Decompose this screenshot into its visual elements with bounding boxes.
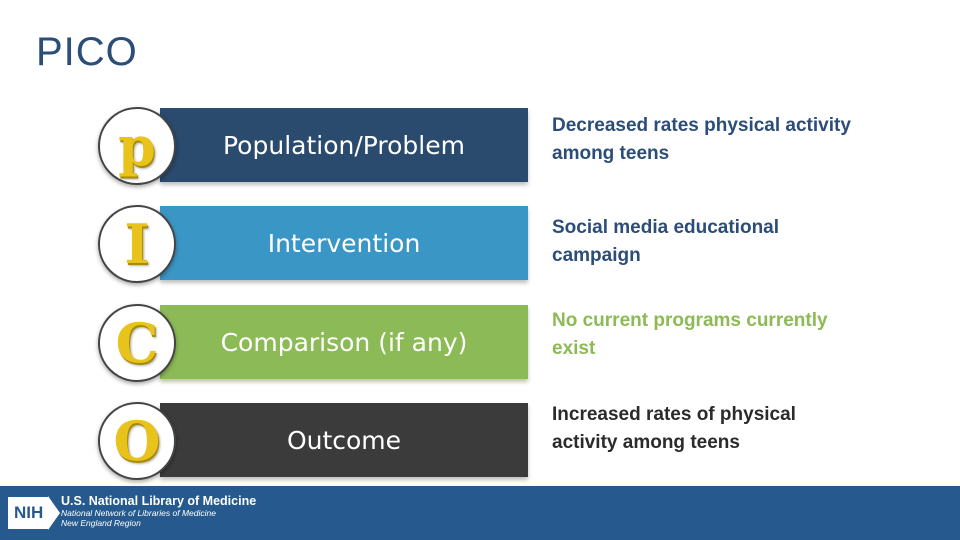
comparison-label: Comparison (if any) bbox=[220, 327, 468, 357]
letter-i: I bbox=[124, 212, 150, 276]
outcome-band: Outcome bbox=[160, 403, 528, 477]
nih-logo-text: NIH bbox=[8, 497, 49, 529]
intervention-description: Social media educational campaign bbox=[552, 217, 780, 266]
intervention-band: Intervention bbox=[160, 206, 528, 280]
population-label: Population/Problem bbox=[223, 130, 465, 160]
nih-arrow-icon bbox=[48, 496, 61, 530]
comparison-band: Comparison (if any) bbox=[160, 305, 528, 379]
network-name: National Network of Libraries of Medicin… bbox=[61, 508, 216, 518]
letter-o-badge: O bbox=[98, 402, 176, 480]
pico-row-outcome: O Outcome bbox=[96, 401, 536, 481]
library-name-block: U.S. National Library of Medicine Nation… bbox=[61, 494, 256, 528]
letter-p: p bbox=[118, 114, 156, 178]
pico-row-intervention: I Intervention bbox=[96, 204, 536, 284]
slide-title: PICO bbox=[36, 30, 138, 74]
outcome-description: Increased rates of physical activity amo… bbox=[552, 404, 796, 453]
letter-o: O bbox=[113, 409, 161, 473]
footer-bar: NIH U.S. National Library of Medicine Na… bbox=[0, 486, 960, 540]
intervention-label: Intervention bbox=[267, 228, 421, 258]
nih-logo: NIH bbox=[8, 494, 61, 532]
region-name: New England Region bbox=[61, 518, 141, 528]
population-band: Population/Problem bbox=[160, 108, 528, 182]
comparison-description: No current programs currently exist bbox=[552, 310, 828, 359]
outcome-label: Outcome bbox=[286, 425, 402, 455]
pico-row-population: p Population/Problem bbox=[96, 106, 536, 186]
letter-c-badge: C bbox=[98, 304, 176, 382]
pico-row-comparison: C Comparison (if any) bbox=[96, 303, 536, 383]
letter-i-badge: I bbox=[98, 205, 176, 283]
library-name: U.S. National Library of Medicine bbox=[61, 494, 257, 508]
population-description: Decreased rates physical activity among … bbox=[552, 115, 851, 164]
letter-p-badge: p bbox=[98, 107, 176, 185]
letter-c: C bbox=[115, 311, 159, 375]
